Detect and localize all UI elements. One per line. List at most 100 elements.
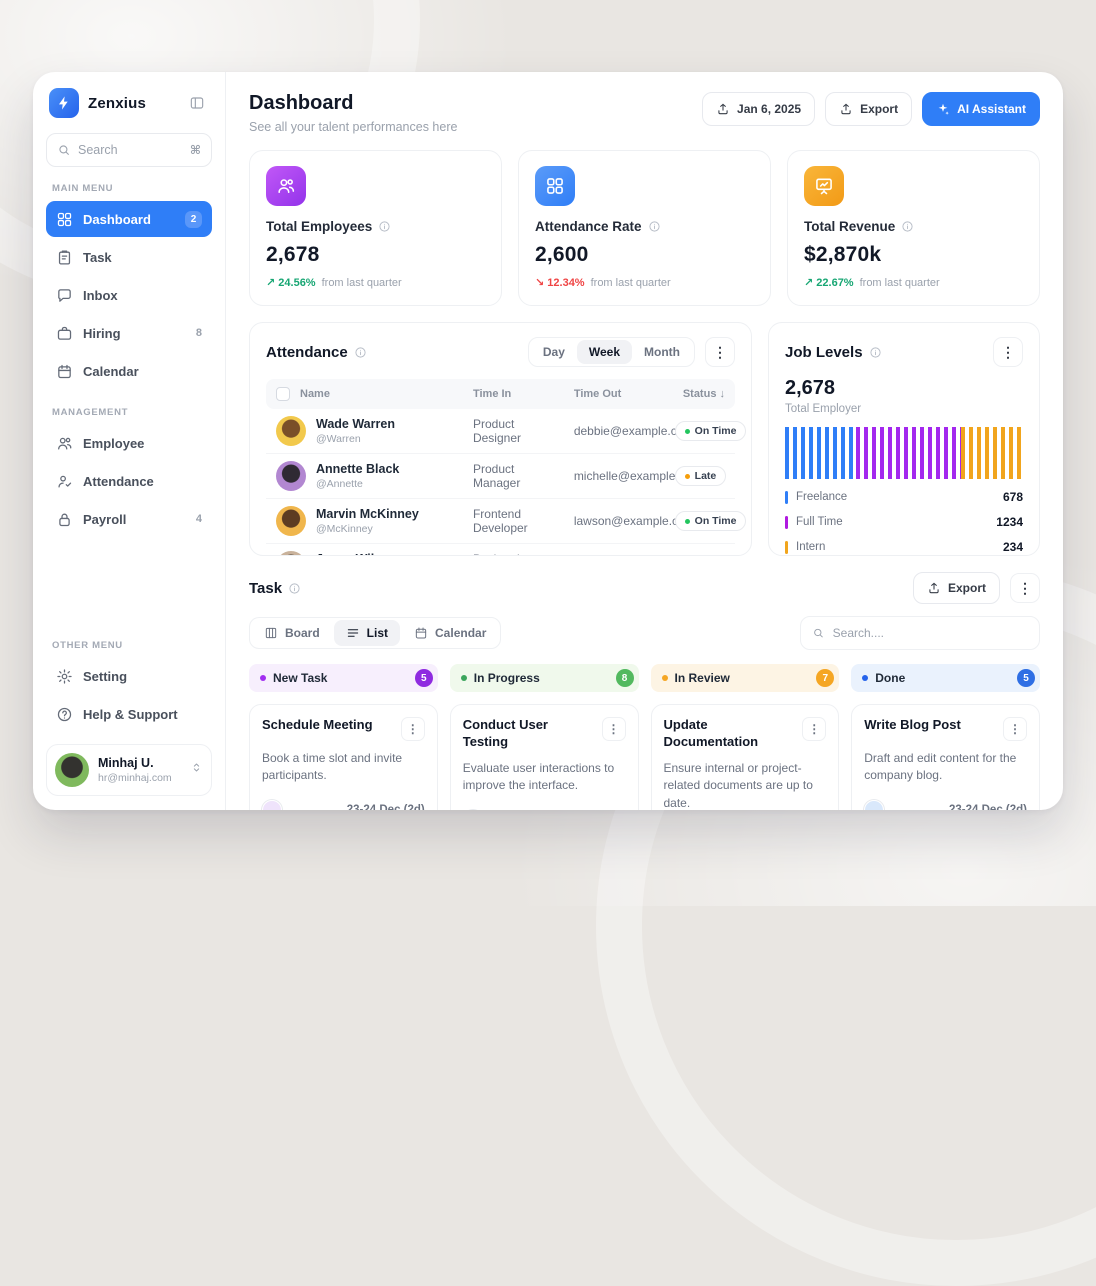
upload-icon (716, 102, 730, 116)
sidebar: Zenxius ⌘ MAIN MENU Dashboard 2 Task Inb… (33, 72, 226, 810)
stat-card-attendance-rate: Attendance Rate 2,600 ↘ 12.34% from last… (518, 150, 771, 306)
count-badge: 8 (616, 669, 634, 687)
sidebar-item-attendance[interactable]: Attendance (46, 463, 212, 499)
board-icon (264, 626, 278, 640)
lock-icon (56, 511, 73, 528)
tab-board[interactable]: Board (252, 620, 332, 646)
task-export-button[interactable]: Export (913, 572, 1000, 604)
sort-down-icon: ↓ (720, 388, 726, 400)
col-header-status[interactable]: Status ↓ (665, 379, 735, 409)
kebab-menu-button[interactable]: ⋮ (1003, 717, 1027, 741)
section-label-other-menu: OTHER MENU (52, 640, 206, 651)
task-section: Task Export ⋮ Board List (249, 572, 1040, 810)
sidebar-item-payroll[interactable]: Payroll 4 (46, 501, 212, 537)
info-icon[interactable] (354, 346, 367, 359)
stat-value: $2,870k (804, 243, 1023, 267)
tab-day[interactable]: Day (531, 340, 577, 364)
date-button[interactable]: Jan 6, 2025 (702, 92, 815, 126)
tab-month[interactable]: Month (632, 340, 692, 364)
badge: 4 (196, 513, 202, 525)
search-icon (57, 143, 71, 157)
kebab-menu-button[interactable]: ⋮ (705, 337, 735, 367)
info-icon[interactable] (901, 220, 914, 233)
count-badge: 7 (816, 669, 834, 687)
freelance-segment (785, 427, 856, 479)
task-card[interactable]: Update Documentation ⋮ Ensure internal o… (651, 704, 840, 810)
sidebar-item-setting[interactable]: Setting (46, 658, 212, 694)
kebab-menu-button[interactable]: ⋮ (1010, 573, 1040, 603)
status-dot (461, 675, 467, 681)
tab-list[interactable]: List (334, 620, 400, 646)
avatar (276, 506, 306, 536)
stat-label: Total Employees (266, 219, 372, 234)
sidebar-search[interactable]: ⌘ (46, 133, 212, 167)
info-icon[interactable] (648, 220, 661, 233)
upload-icon (927, 581, 941, 595)
user-email: hr@minhaj.com (98, 772, 172, 784)
presentation-chart-icon (804, 166, 844, 206)
legend-key (785, 516, 788, 529)
badge: 8 (196, 327, 202, 339)
kebab-menu-button[interactable]: ⋮ (993, 337, 1023, 367)
chevron-updown-icon (190, 761, 203, 779)
info-icon[interactable] (378, 220, 391, 233)
attendance-card: Attendance Day Week Month ⋮ (249, 322, 752, 556)
legend-item-full-time: Full Time 1234 (785, 515, 1023, 529)
legend-key (785, 541, 788, 554)
app-window: Zenxius ⌘ MAIN MENU Dashboard 2 Task Inb… (33, 72, 1063, 810)
sidebar-collapse-button[interactable] (185, 91, 209, 115)
status-dot (260, 675, 266, 681)
assignee-avatar (262, 800, 282, 810)
table-row[interactable]: Annette Black@Annette Product Manager mi… (266, 454, 735, 499)
kebab-menu-button[interactable]: ⋮ (802, 717, 826, 741)
table-row[interactable]: Wade Warren@Warren Product Designer debb… (266, 409, 735, 454)
sidebar-item-employee[interactable]: Employee (46, 425, 212, 461)
ai-assistant-button[interactable]: AI Assistant (922, 92, 1040, 126)
avatar (276, 416, 306, 446)
grid-icon (535, 166, 575, 206)
user-profile-card[interactable]: Minhaj U. hr@minhaj.com (46, 744, 212, 796)
task-search-input[interactable] (833, 626, 1028, 640)
task-title: Task (249, 580, 282, 597)
calendar-icon (414, 626, 428, 640)
sidebar-item-label: Employee (83, 436, 144, 451)
info-icon[interactable] (288, 582, 301, 595)
count-badge: 5 (415, 669, 433, 687)
job-levels-total: 2,678 (785, 377, 1023, 400)
sidebar-item-task[interactable]: Task (46, 239, 212, 275)
view-tabs: Board List Calendar (249, 617, 501, 649)
sidebar-item-label: Dashboard (83, 212, 151, 227)
task-search[interactable] (800, 616, 1040, 650)
help-icon (56, 706, 73, 723)
search-input[interactable] (78, 143, 183, 157)
legend-item-intern: Intern 234 (785, 540, 1023, 554)
sidebar-item-help-support[interactable]: Help & Support (46, 696, 212, 732)
sidebar-item-calendar[interactable]: Calendar (46, 353, 212, 389)
kebab-menu-button[interactable]: ⋮ (602, 717, 626, 741)
task-card[interactable]: Write Blog Post ⋮ Draft and edit content… (851, 704, 1040, 810)
tab-week[interactable]: Week (577, 340, 632, 364)
kebab-menu-button[interactable]: ⋮ (401, 717, 425, 741)
task-card[interactable]: Conduct User Testing ⋮ Evaluate user int… (450, 704, 639, 810)
tab-calendar[interactable]: Calendar (402, 620, 498, 646)
kanban-column-new-task: New Task 5 Schedule Meeting ⋮ Book a tim… (249, 664, 438, 810)
table-row[interactable]: Marvin McKinney@McKinney Frontend Develo… (266, 499, 735, 544)
sidebar-item-label: Payroll (83, 512, 126, 527)
calendar-icon (56, 363, 73, 380)
info-icon[interactable] (869, 346, 882, 359)
page-title: Dashboard (249, 92, 457, 115)
select-all-checkbox[interactable] (276, 387, 290, 401)
sidebar-item-dashboard[interactable]: Dashboard 2 (46, 201, 212, 237)
sidebar-item-inbox[interactable]: Inbox (46, 277, 212, 313)
column-header: Done 5 (851, 664, 1040, 692)
legend-key (785, 491, 788, 504)
users-icon (266, 166, 306, 206)
collapse-icon (189, 95, 205, 111)
stats-row: Total Employees 2,678 ↗ 24.56% from last… (249, 150, 1040, 306)
export-button[interactable]: Export (825, 92, 912, 126)
task-card[interactable]: Schedule Meeting ⋮ Book a time slot and … (249, 704, 438, 810)
app-name: Zenxius (88, 95, 146, 112)
sparkle-icon (936, 102, 950, 116)
table-row[interactable]: Jenny Wilson@Wilson Backend Developer je… (266, 544, 735, 557)
sidebar-item-hiring[interactable]: Hiring 8 (46, 315, 212, 351)
